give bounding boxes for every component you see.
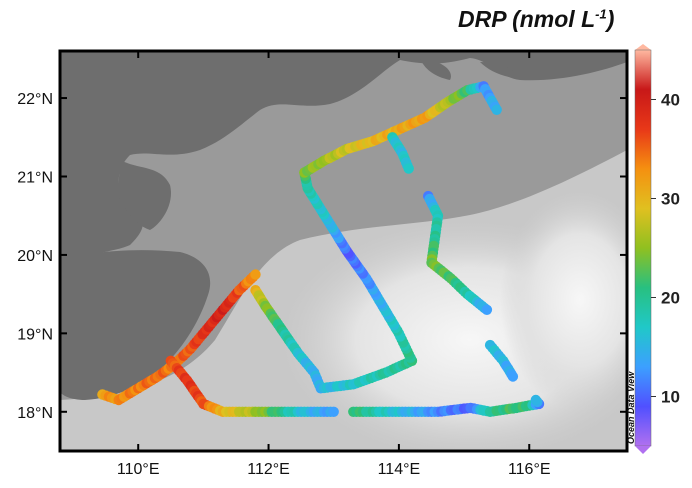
title-close: )	[606, 6, 615, 32]
title-unit-exponent: -1	[595, 6, 607, 22]
deep-basin-2	[500, 190, 627, 410]
colorbar-gradient	[634, 49, 652, 447]
longitude-label: 112°E	[247, 461, 290, 478]
drp-sample-point	[507, 371, 519, 382]
map-frame	[58, 49, 629, 453]
colorbar-tick-labels: 40 30 20 10	[651, 91, 680, 407]
latitude-label: 18°N	[17, 405, 53, 422]
frame-tick-marks	[60, 51, 627, 451]
longitude-label: 110°E	[117, 461, 160, 478]
longitude-label: 114°E	[378, 461, 421, 478]
latitude-label: 22°N	[17, 91, 53, 108]
drp-sample-point	[530, 394, 541, 406]
colorbar: 40 30 20 10 Ocean Data View	[626, 44, 680, 454]
longitude-label: 116°E	[508, 461, 551, 478]
longitude-labels: 110°E 112°E 114°E 116°E	[117, 461, 551, 478]
drp-sample-point	[491, 104, 502, 116]
colorbar-tick-label: 40	[661, 91, 680, 110]
drp-sample-point	[250, 269, 261, 280]
latitude-label: 21°N	[17, 169, 53, 186]
colorbar-tick-label: 30	[661, 190, 680, 209]
drp-sample-point	[328, 406, 339, 417]
colorbar-bottom-arrow	[635, 446, 651, 454]
hainan-island	[60, 250, 211, 400]
colorbar-tick-label: 20	[661, 289, 680, 308]
islands-east	[420, 58, 516, 80]
latitude-label: 19°N	[17, 326, 53, 343]
leizhou-peninsula	[118, 160, 171, 230]
map-title: DRP (nmol L-1)	[458, 6, 614, 33]
latitude-labels: 22°N 21°N 20°N 19°N 18°N	[17, 91, 53, 422]
colorbar-top-arrow	[635, 44, 651, 50]
title-main: DRP (nmol L	[458, 6, 596, 32]
ocean-data-view-watermark: Ocean Data View	[626, 371, 636, 444]
drp-sample-point	[481, 304, 493, 315]
mainland-china	[60, 51, 627, 280]
map-area	[60, 51, 627, 451]
colorbar-tick-label: 10	[661, 388, 680, 407]
drp-sample-point	[403, 163, 414, 174]
track-layer	[97, 81, 545, 417]
latitude-label: 20°N	[17, 248, 53, 265]
